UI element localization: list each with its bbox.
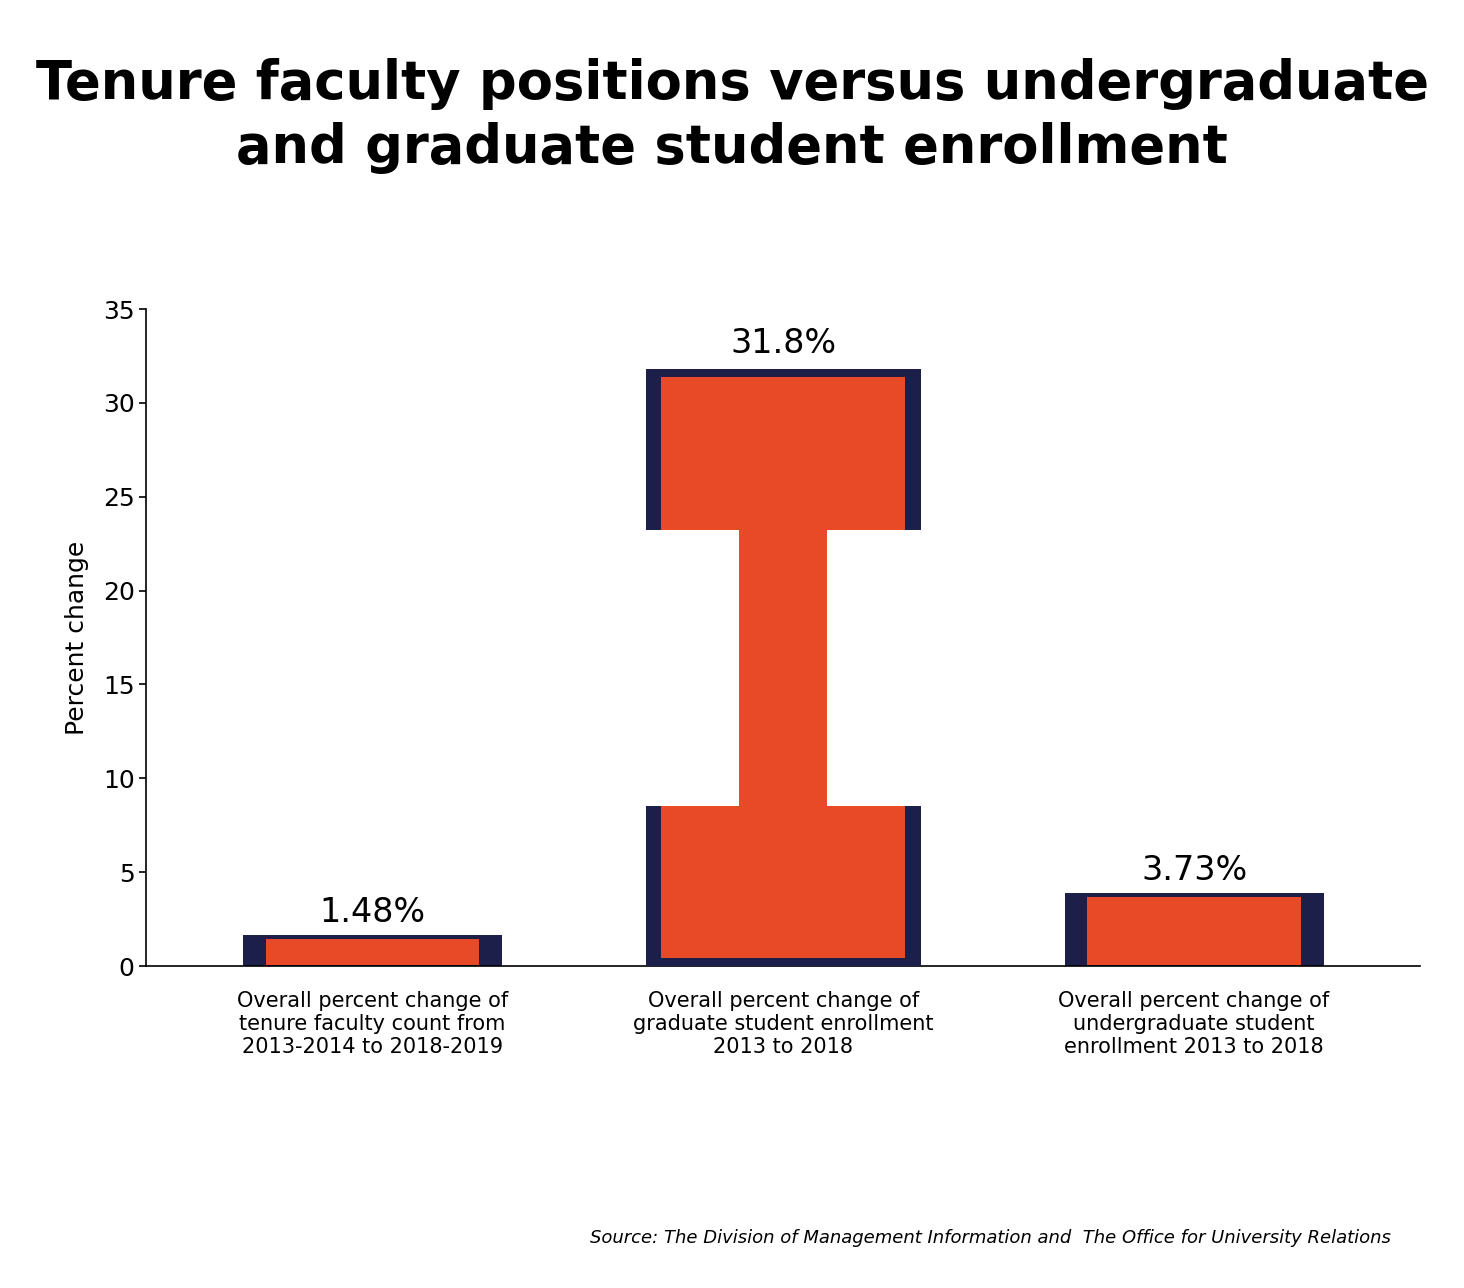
Polygon shape	[646, 370, 921, 966]
Y-axis label: Percent change: Percent change	[64, 541, 89, 734]
Text: Tenure faculty positions versus undergraduate
and graduate student enrollment: Tenure faculty positions versus undergra…	[35, 58, 1429, 174]
Text: 1.48%: 1.48%	[319, 896, 426, 929]
Text: Source: The Division of Management Information and  The Office for University Re: Source: The Division of Management Infor…	[590, 1229, 1391, 1247]
Bar	[265, 939, 479, 965]
Polygon shape	[662, 376, 905, 958]
Bar	[1088, 896, 1301, 965]
Text: 3.73%: 3.73%	[1140, 854, 1247, 886]
Text: 31.8%: 31.8%	[731, 327, 836, 359]
Bar	[1064, 893, 1323, 966]
Bar	[243, 935, 502, 966]
